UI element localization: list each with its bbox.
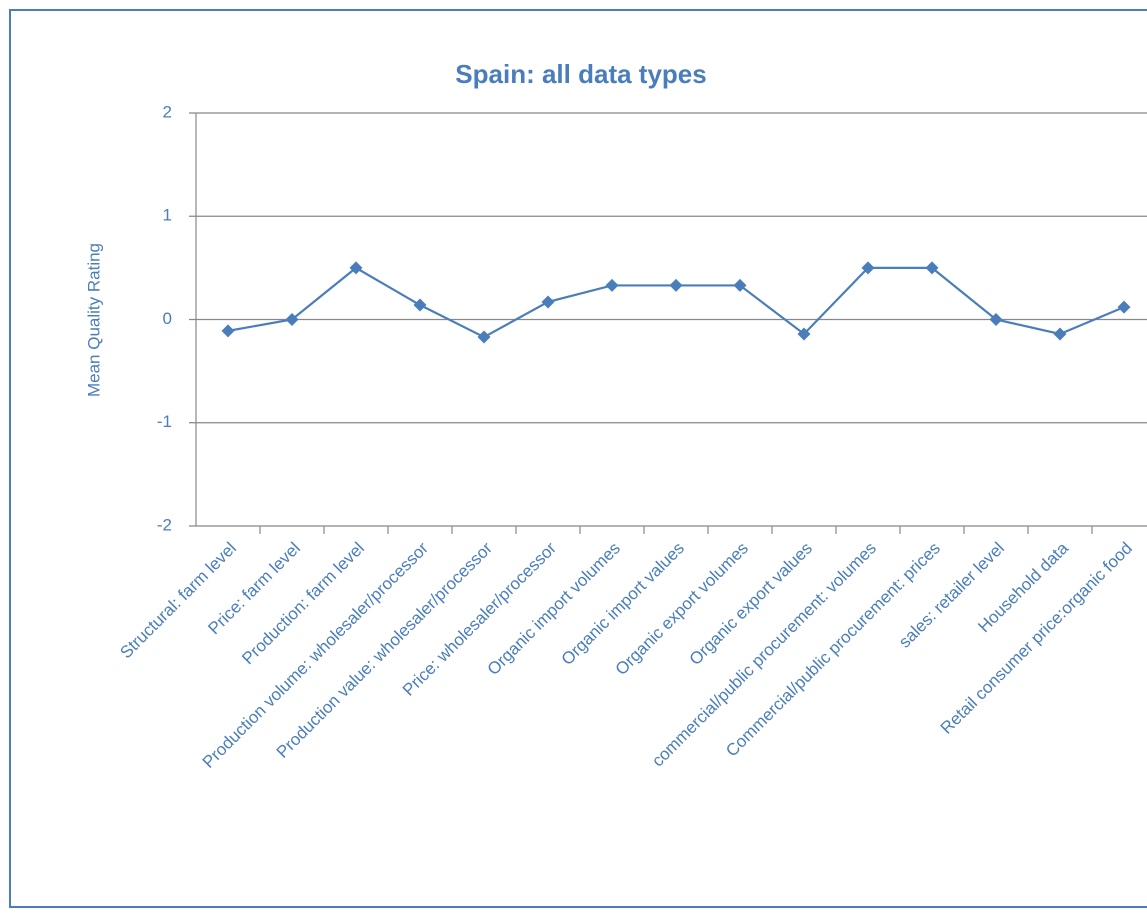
point-marker [989, 313, 1003, 326]
point-marker [349, 261, 363, 275]
y-tick-label: 0 [163, 309, 172, 328]
point-marker [477, 330, 491, 344]
point-marker [925, 261, 939, 275]
point-marker [605, 278, 619, 292]
y-tick-label: -1 [157, 412, 172, 431]
y-tick-label: 2 [163, 102, 172, 121]
y-tick-label: 1 [163, 206, 172, 225]
point-marker [541, 295, 555, 309]
chart-title: Spain: all data types [455, 59, 706, 89]
point-marker [733, 278, 747, 292]
point-marker [1117, 300, 1131, 314]
point-marker [413, 298, 427, 312]
point-marker [285, 313, 299, 326]
point-marker [797, 327, 811, 341]
chart-border [9, 9, 1147, 908]
y-tick-label: -2 [157, 515, 172, 534]
point-marker [1053, 327, 1067, 341]
point-marker [669, 278, 683, 292]
point-marker [221, 324, 235, 338]
point-marker [861, 261, 875, 275]
y-axis-label: Mean Quality Rating [84, 243, 103, 397]
